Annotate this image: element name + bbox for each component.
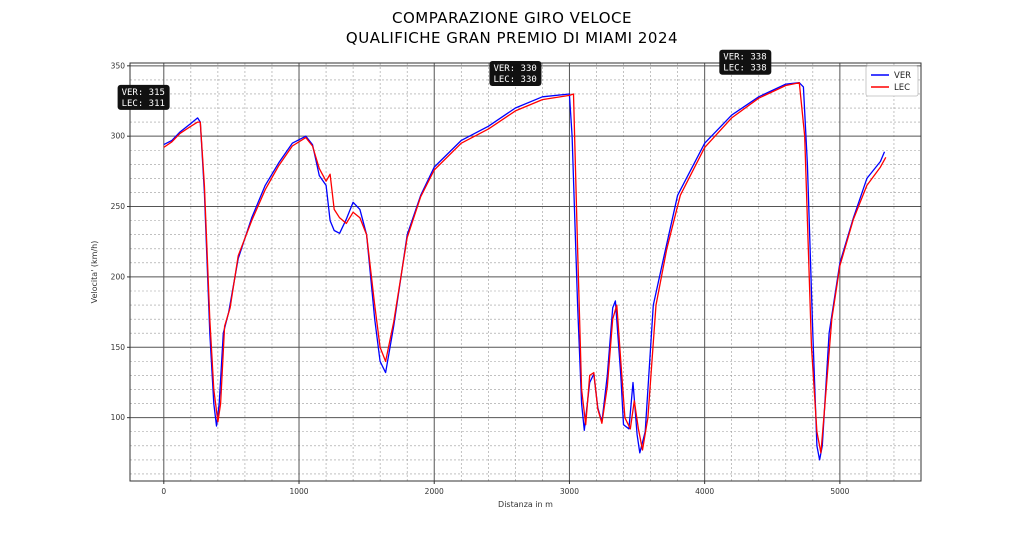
x-tick-label: 5000 — [830, 487, 849, 496]
chart-title-line-2: QUALIFICHE GRAN PREMIO DI MIAMI 2024 — [345, 29, 679, 47]
series-lines — [163, 82, 887, 461]
annotation-line-2: LEC: 338 — [723, 64, 766, 74]
y-tick-label: 100 — [111, 413, 126, 422]
legend-box — [865, 65, 919, 97]
grid — [130, 63, 921, 481]
x-tick-label: 3000 — [560, 487, 579, 496]
y-tick-label: 150 — [111, 343, 126, 352]
chart-title-line-1: COMPARAZIONE GIRO VELOCE — [392, 9, 632, 27]
annotation-line-2: LEC: 330 — [493, 75, 536, 85]
plot-frame — [129, 62, 922, 482]
x-axis-label: Distanza in m — [498, 500, 553, 509]
annotation-background — [719, 49, 772, 75]
x-tick-label: 2000 — [425, 487, 444, 496]
x-axis-ticks: 0 1000 2000 3000 4000 5000 — [161, 481, 850, 496]
annotation-line-2: LEC: 311 — [122, 99, 165, 109]
x-tick-label: 0 — [161, 487, 166, 496]
y-tick-label: 200 — [111, 272, 126, 281]
legend-label-lec: LEC — [894, 83, 910, 93]
y-axis-label: Velocita' (km/h) — [90, 241, 99, 304]
legend-label-ver: VER — [894, 71, 911, 81]
series-line-lec — [163, 82, 887, 454]
y-tick-label: 250 — [111, 202, 126, 211]
x-tick-label: 4000 — [695, 487, 714, 496]
x-tick-label: 1000 — [289, 487, 308, 496]
annotation-background — [489, 60, 542, 86]
legend: VER LEC — [865, 65, 919, 97]
y-axis-ticks: 100 150 200 250 300 350 — [111, 61, 130, 422]
annotation-line-1: VER: 315 — [122, 88, 165, 98]
annotation-line-1: VER: 338 — [723, 53, 766, 63]
annotation-line-1: VER: 330 — [493, 64, 536, 74]
annotation-background — [117, 84, 170, 110]
y-tick-label: 350 — [111, 61, 126, 70]
y-tick-label: 300 — [111, 132, 126, 141]
